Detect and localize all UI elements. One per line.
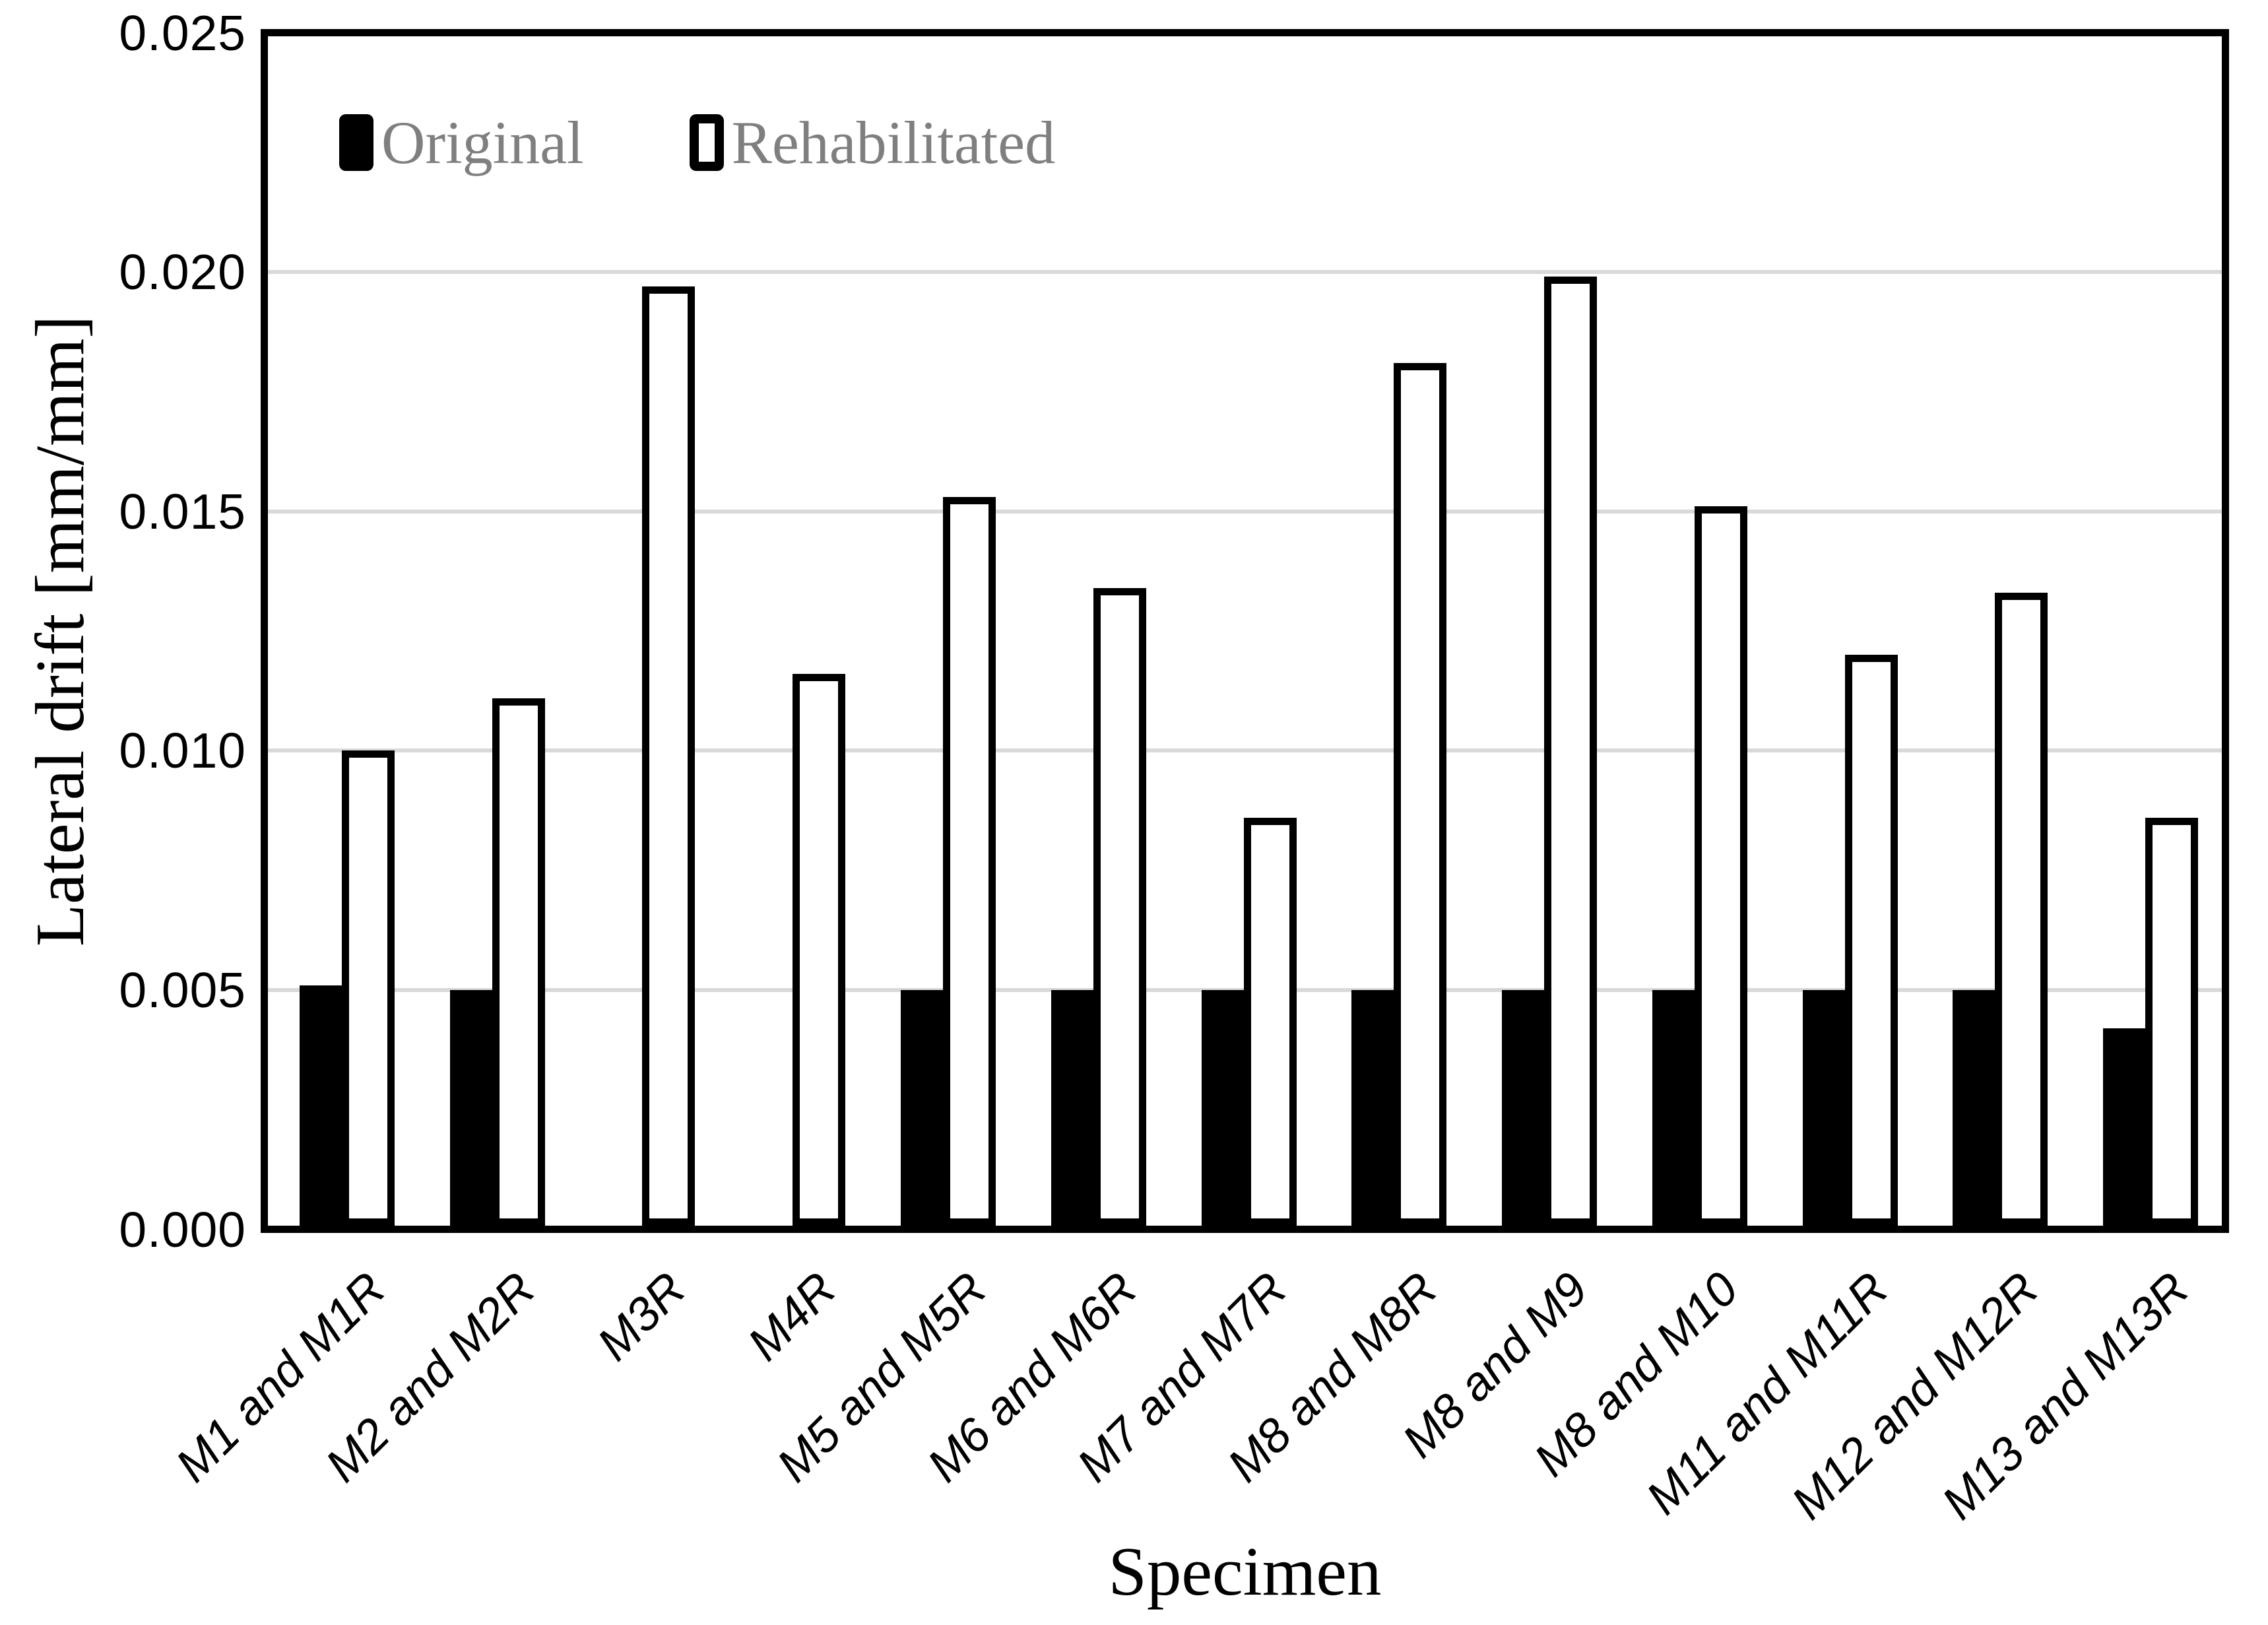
bar-rehabilitated-10: [1694, 506, 1747, 1226]
y-tick-label-0.010: 0.010: [119, 723, 246, 779]
x-tick-label-3: M3R: [587, 1262, 696, 1371]
bar-rehabilitated-3: [642, 286, 696, 1226]
y-tick-label-0.020: 0.020: [119, 244, 246, 300]
bar-rehabilitated-2: [492, 698, 545, 1226]
y-tick-label-0.000: 0.000: [119, 1201, 246, 1257]
bar-original-1: [299, 985, 342, 1226]
gridline-0.010: [268, 748, 2222, 753]
bar-original-13: [2103, 1028, 2146, 1226]
y-axis-title: Lateral drift [mm/mm]: [21, 315, 98, 947]
legend: Original Rehabilitated: [339, 108, 1055, 178]
bar-rehabilitated-11: [1844, 655, 1898, 1226]
y-tick-label-0.015: 0.015: [119, 483, 246, 539]
bar-rehabilitated-8: [1394, 363, 1447, 1226]
bar-original-2: [449, 990, 492, 1226]
legend-label-rehabilitated: Rehabilitated: [731, 109, 1056, 176]
bar-original-10: [1652, 990, 1695, 1226]
bar-rehabilitated-6: [1093, 588, 1146, 1226]
bar-original-8: [1351, 990, 1394, 1226]
bar-rehabilitated-9: [1544, 277, 1598, 1226]
bar-original-5: [900, 990, 943, 1226]
bar-original-11: [1802, 990, 1845, 1226]
bar-rehabilitated-1: [341, 750, 395, 1226]
x-axis-title: Specimen: [1108, 1533, 1382, 1610]
bar-original-9: [1502, 990, 1545, 1226]
gridline-0.015: [268, 509, 2222, 514]
bar-rehabilitated-4: [793, 674, 846, 1226]
bar-original-7: [1201, 990, 1244, 1226]
bar-original-12: [1953, 990, 1995, 1226]
bar-original-6: [1051, 990, 1093, 1226]
bar-rehabilitated-12: [1995, 593, 2048, 1226]
bar-rehabilitated-13: [2145, 818, 2199, 1226]
bar-rehabilitated-7: [1243, 818, 1297, 1226]
legend-swatch-original-icon: [339, 114, 373, 171]
bar-rehabilitated-5: [942, 497, 996, 1226]
legend-swatch-rehabilitated-icon: [689, 114, 724, 171]
y-tick-label-0.025: 0.025: [119, 5, 246, 61]
x-tick-label-4: M4R: [738, 1262, 847, 1371]
gridline-0.020: [268, 270, 2222, 275]
legend-label-original: Original: [381, 109, 584, 176]
plot-area: Original Rehabilitated: [261, 29, 2229, 1233]
y-tick-label-0.005: 0.005: [119, 962, 246, 1018]
